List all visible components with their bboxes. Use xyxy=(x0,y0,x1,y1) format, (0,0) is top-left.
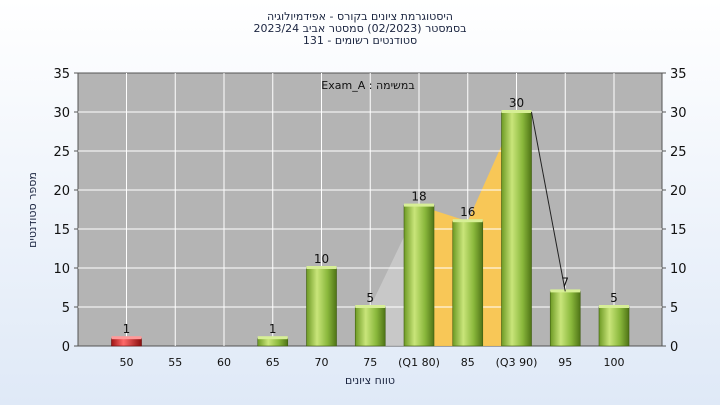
bar-cap xyxy=(355,305,386,308)
x-tick-label: 65 xyxy=(266,356,280,369)
x-tick-label: 75 xyxy=(363,356,377,369)
data-label: 1 xyxy=(269,322,277,336)
data-label: 16 xyxy=(460,205,475,219)
x-tick-label: 70 xyxy=(315,356,329,369)
bar-cap xyxy=(404,203,434,207)
bar xyxy=(598,306,630,347)
y-tick-label-left: 10 xyxy=(53,262,70,277)
x-tick-label: 50 xyxy=(120,356,134,369)
data-label: 30 xyxy=(509,96,524,110)
data-label: 10 xyxy=(314,252,329,266)
y-tick-label-left: 25 xyxy=(53,145,70,160)
y-tick-label-right: 15 xyxy=(670,223,687,238)
x-tick-label: 60 xyxy=(217,356,231,369)
y-tick-label-right: 10 xyxy=(670,262,687,277)
bar xyxy=(452,220,484,347)
bar-cap xyxy=(452,219,483,223)
y-tick-label-right: 0 xyxy=(670,340,678,355)
y-tick-label-right: 30 xyxy=(670,106,687,121)
x-tick-label: (Q3 90) xyxy=(496,356,538,369)
legend-text: Exam_A : במשימה xyxy=(321,79,414,92)
x-tick-label: 85 xyxy=(461,356,475,369)
data-label: 5 xyxy=(366,291,374,305)
y-tick-label-left: 30 xyxy=(53,106,70,121)
bar xyxy=(403,205,435,347)
y-tick-label-right: 35 xyxy=(670,67,687,82)
data-label: 18 xyxy=(411,190,426,204)
bar-cap xyxy=(306,266,337,269)
bar-cap xyxy=(257,336,288,340)
x-axis-title: טווח ציונים xyxy=(345,374,395,387)
x-tick-label: 95 xyxy=(558,356,572,369)
bar-cap xyxy=(599,305,629,308)
y-tick-label-right: 20 xyxy=(670,184,687,199)
bar xyxy=(306,267,337,347)
bar xyxy=(354,306,386,347)
data-label: 5 xyxy=(610,291,618,305)
x-tick-label: 100 xyxy=(604,356,625,369)
chart-title-line-2: בסמסטר (02/2023) סמסטר אביב 2023/24 xyxy=(253,22,467,35)
bar xyxy=(549,291,581,347)
y-tick-label-right: 25 xyxy=(670,145,687,160)
bar-cap xyxy=(501,110,532,113)
y-tick-label-left: 15 xyxy=(53,223,70,238)
y-axis-title: מספר סטודנטים xyxy=(26,172,39,248)
bar xyxy=(257,337,289,347)
chart-title-line-1: היסטוגרמת ציונים בקורס - אפידמיולוגיה xyxy=(266,10,453,23)
y-tick-label-left: 35 xyxy=(53,67,70,82)
x-tick-label: 55 xyxy=(168,356,182,369)
y-tick-label-left: 20 xyxy=(53,184,70,199)
data-label: 1 xyxy=(123,322,131,336)
q3-trend-line xyxy=(531,111,566,292)
y-tick-label-left: 5 xyxy=(62,301,70,316)
y-tick-label-right: 5 xyxy=(670,301,678,316)
y-tick-label-left: 0 xyxy=(62,340,70,355)
bar-cap xyxy=(111,336,142,340)
chart-title-line-3: סטודנטים רשומים - 131 xyxy=(302,34,418,47)
data-label: 7 xyxy=(561,275,569,289)
x-tick-label: (Q1 80) xyxy=(398,356,440,369)
bar xyxy=(501,111,532,347)
bar xyxy=(111,337,142,347)
